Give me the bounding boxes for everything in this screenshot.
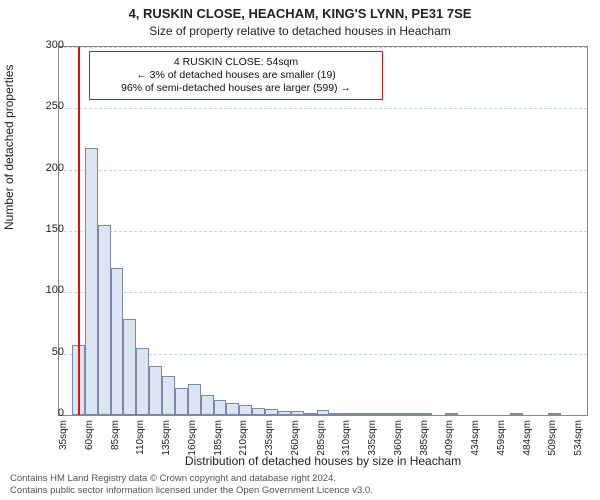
grid-line: [59, 231, 587, 232]
annotation-line: ← 3% of detached houses are smaller (19): [98, 69, 374, 82]
histogram-bar: [214, 400, 227, 415]
footer-line-1: Contains HM Land Registry data © Crown c…: [10, 473, 373, 484]
grid-line: [59, 292, 587, 293]
histogram-bar: [175, 388, 188, 415]
y-tick-label: 250: [14, 100, 64, 112]
histogram-bar: [162, 376, 175, 415]
histogram-bar: [98, 225, 111, 415]
y-axis-label: Number of detached properties: [2, 65, 16, 230]
histogram-bar: [329, 413, 342, 415]
histogram-bar: [85, 148, 98, 415]
histogram-bar: [394, 413, 407, 415]
histogram-bar: [381, 413, 394, 415]
histogram-bar: [149, 366, 162, 415]
histogram-bar: [111, 268, 124, 415]
grid-line: [59, 47, 587, 48]
histogram-bar: [201, 395, 214, 415]
y-tick-label: 50: [14, 346, 64, 358]
histogram-bar: [317, 410, 330, 415]
histogram-bar: [136, 348, 149, 415]
x-axis-label: Distribution of detached houses by size …: [58, 454, 588, 468]
histogram-bar: [239, 405, 252, 415]
histogram-bar: [445, 413, 458, 415]
histogram-bar: [278, 411, 291, 415]
histogram-bar: [355, 413, 368, 415]
histogram-bar: [291, 411, 304, 415]
histogram-bar: [265, 409, 278, 415]
histogram-bar: [342, 413, 355, 415]
y-tick-label: 150: [14, 223, 64, 235]
property-marker-line: [78, 47, 80, 415]
chart-title-main: 4, RUSKIN CLOSE, HEACHAM, KING'S LYNN, P…: [0, 6, 600, 21]
y-tick-label: 300: [14, 39, 64, 51]
histogram-bar: [548, 413, 561, 415]
footer-attribution: Contains HM Land Registry data © Crown c…: [10, 473, 373, 496]
histogram-bar: [188, 384, 201, 415]
annotation-line: 4 RUSKIN CLOSE: 54sqm: [98, 56, 374, 69]
histogram-bar: [252, 408, 265, 415]
grid-line: [59, 108, 587, 109]
histogram-bar: [510, 413, 523, 415]
histogram-bar: [123, 319, 136, 415]
grid-line: [59, 170, 587, 171]
chart-title-sub: Size of property relative to detached ho…: [0, 24, 600, 38]
annotation-line: 96% of semi-detached houses are larger (…: [98, 82, 374, 95]
y-tick-label: 0: [14, 407, 64, 419]
histogram-bar: [407, 413, 420, 415]
footer-line-2: Contains public sector information licen…: [10, 485, 373, 496]
annotation-box: 4 RUSKIN CLOSE: 54sqm← 3% of detached ho…: [89, 51, 383, 100]
histogram-bar: [368, 413, 381, 415]
y-tick-label: 200: [14, 162, 64, 174]
histogram-bar: [420, 413, 433, 415]
y-tick-label: 100: [14, 284, 64, 296]
histogram-bar: [304, 413, 317, 415]
histogram-bar: [226, 403, 239, 415]
plot-area: 4 RUSKIN CLOSE: 54sqm← 3% of detached ho…: [58, 46, 588, 416]
chart-container: 4, RUSKIN CLOSE, HEACHAM, KING'S LYNN, P…: [0, 0, 600, 500]
